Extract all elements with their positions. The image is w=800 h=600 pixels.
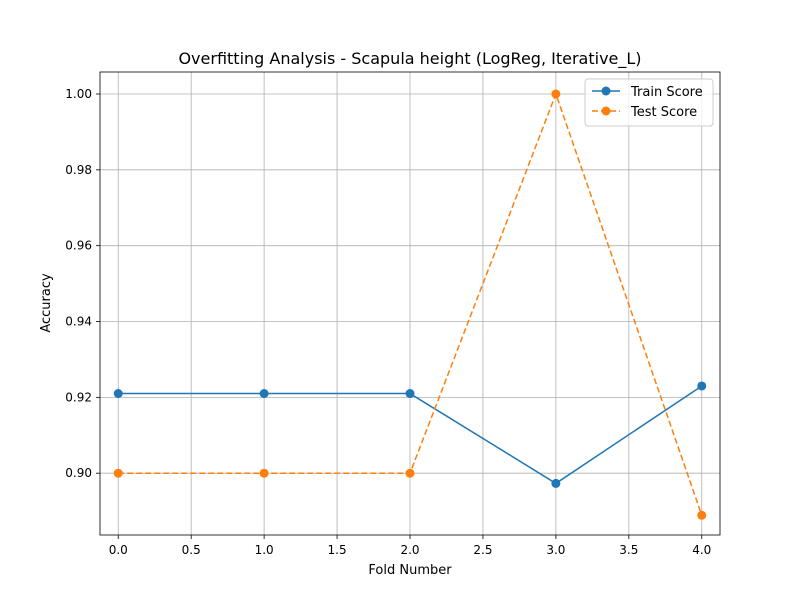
x-tick-label: 4.0 — [692, 543, 711, 557]
series-0-point — [551, 478, 561, 488]
series-0-point — [259, 389, 269, 399]
series-1-point — [259, 468, 269, 478]
x-tick-label: 0.5 — [182, 543, 201, 557]
legend-test-marker — [601, 106, 611, 116]
series-1-point — [405, 468, 415, 478]
y-axis-label: Accuracy — [39, 273, 54, 333]
series — [113, 89, 707, 520]
y-tick-label: 0.90 — [65, 466, 92, 480]
series-1-point — [697, 510, 707, 520]
x-tick-label: 2.5 — [473, 543, 492, 557]
x-axis-ticks: 0.0 0.5 1.0 1.5 2.0 2.5 3.0 3.5 4.0 — [109, 535, 711, 557]
chart-title: Overfitting Analysis - Scapula height (L… — [178, 49, 641, 69]
x-tick-label: 1.0 — [255, 543, 274, 557]
series-1-point — [113, 468, 123, 478]
x-tick-label: 3.0 — [546, 543, 565, 557]
series-0-point — [697, 381, 707, 391]
x-tick-label: 0.0 — [109, 543, 128, 557]
x-tick-label: 3.5 — [619, 543, 638, 557]
y-tick-label: 0.92 — [65, 390, 92, 404]
x-tick-label: 1.5 — [328, 543, 347, 557]
series-1-point — [551, 89, 561, 99]
x-axis-label: Fold Number — [368, 563, 452, 578]
y-tick-label: 0.96 — [65, 239, 92, 253]
legend-train-label: Train Score — [630, 85, 703, 100]
y-axis-ticks: 0.90 0.92 0.94 0.96 0.98 1.00 — [65, 87, 100, 480]
legend-train-marker — [601, 86, 611, 96]
legend: Train Score Test Score — [584, 78, 714, 127]
legend-test-label: Test Score — [630, 105, 697, 120]
x-tick-label: 2.0 — [400, 543, 419, 557]
y-tick-label: 1.00 — [65, 87, 92, 101]
y-tick-label: 0.94 — [65, 315, 92, 329]
series-0-point — [405, 389, 415, 399]
series-0-point — [113, 389, 123, 399]
y-tick-label: 0.98 — [65, 163, 92, 177]
